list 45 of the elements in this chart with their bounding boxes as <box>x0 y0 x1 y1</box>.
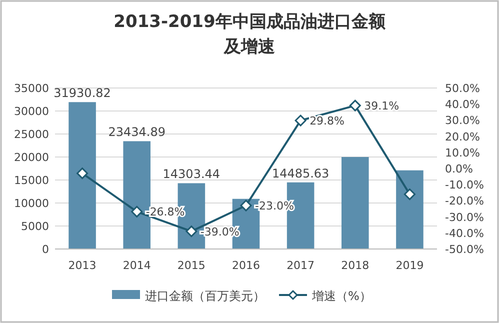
point <box>186 226 198 238</box>
x-tick-label: 2017 <box>286 259 315 272</box>
point <box>404 188 416 200</box>
x-tick-label: 2019 <box>396 259 424 272</box>
x-tick-label: 2015 <box>177 259 206 272</box>
y2-tick-label: 0.0% <box>445 162 473 176</box>
x-tick-label: 2016 <box>232 259 260 272</box>
x-tick-label: 2018 <box>341 259 370 272</box>
legend-label: 增速（%） <box>311 289 372 303</box>
y2-tick-label: 50.0% <box>445 82 480 95</box>
y-tick-label: 0 <box>42 243 49 256</box>
data-label: 29.8% <box>310 114 345 128</box>
y2-tick-label: 40.0% <box>445 98 480 112</box>
y2-tick-label: 10.0% <box>445 146 480 160</box>
y2-tick-label: -20.0% <box>445 194 484 208</box>
y-tick-label: 5000 <box>21 220 49 233</box>
y2-tick-label: -10.0% <box>445 178 484 192</box>
point <box>294 114 306 126</box>
bar <box>68 102 96 249</box>
data-label: 14485.63 <box>272 166 330 180</box>
y-tick-label: 25000 <box>14 128 49 141</box>
y2-tick-label: -40.0% <box>445 226 484 240</box>
point <box>76 168 88 180</box>
y-tick-label: 10000 <box>14 197 49 210</box>
y-tick-label: 35000 <box>14 82 49 95</box>
chart-title: 2013-2019年中国成品油进口金额及增速 <box>114 12 386 57</box>
data-label: 23434.89 <box>108 125 166 140</box>
point <box>240 200 252 212</box>
point <box>131 206 143 218</box>
data-label: 14303.44 <box>162 167 220 182</box>
point <box>349 100 361 112</box>
y-tick-label: 15000 <box>14 174 49 187</box>
legend-label: 进口金额（百万美元） <box>145 289 265 303</box>
x-tick-label: 2013 <box>68 259 96 272</box>
y2-tick-label: 30.0% <box>445 114 480 128</box>
y-tick-label: 30000 <box>14 105 49 118</box>
y2-tick-label: -50.0% <box>445 243 484 256</box>
data-label: 39.1% <box>364 100 400 113</box>
bar <box>342 157 369 249</box>
bar <box>396 170 424 249</box>
y-tick-label: 20000 <box>14 151 49 164</box>
y2-tick-label: 20.0% <box>445 130 480 144</box>
data-label: 31930.82 <box>54 86 111 100</box>
x-tick-label: 2014 <box>122 259 151 272</box>
y2-tick-label: -30.0% <box>445 210 484 224</box>
